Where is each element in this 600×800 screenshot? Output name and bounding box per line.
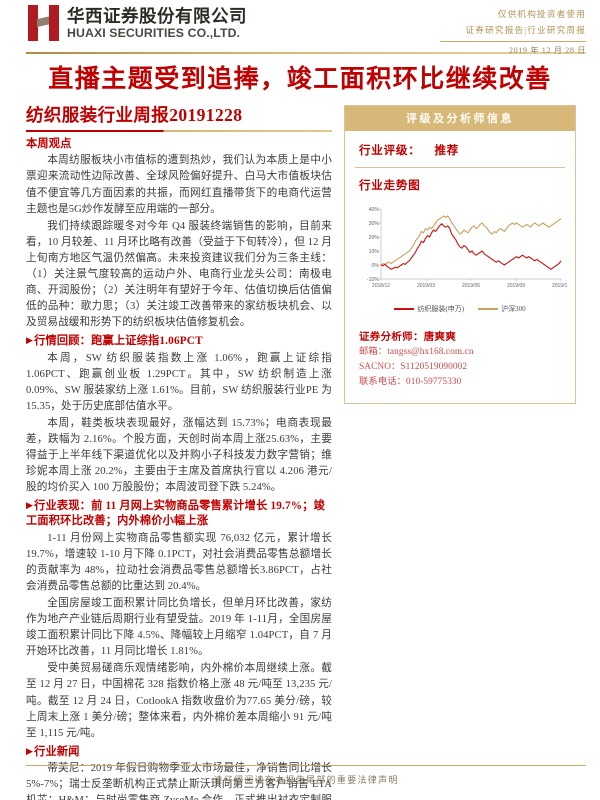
paragraph: 受中美贸易磋商乐观情绪影响，内外棉价本周继续上涨。截至 12 月 27 日，中国… (26, 663, 332, 739)
paragraph: 本周，鞋类板块表现最好，涨幅达到 15.73%；电商表现最差，跌幅为 2.16%… (26, 417, 332, 494)
series-line-hs300 (380, 215, 562, 266)
header-gold-bar (26, 52, 586, 54)
sidebar-column: 评级及分析师信息 行业评级： 推荐 行业走势图 40% 30% 20% 10% 0% -10… (344, 104, 576, 405)
paragraph: 本周，SW 纺织服装指数上涨 1.06%，跑赢上证综指1.06PCT、跑赢创业板… (26, 352, 332, 412)
panel-title: 评级及分析师信息 (345, 105, 575, 131)
section-heading-market-review: 行情回顾：跑赢上证综指1.06PCT (26, 334, 332, 349)
report-date: 2019 年 12 月 28 日 (508, 45, 586, 55)
chart-legend: 纺织服装(申万) 沪深300 (355, 304, 565, 314)
paragraph: 本周纺服板块小市值标的遭到热炒，我们认为本质上是中小票迎来流动性边际改善、全球风… (26, 155, 332, 215)
svg-text:-10%: -10% (367, 277, 379, 283)
legend-swatch-hs300 (478, 307, 499, 310)
section-heading-weekly-view: 本周观点 (26, 138, 72, 151)
legend-item-textile: 纺织服装(申万) (394, 304, 464, 314)
svg-text:2019/09: 2019/09 (507, 283, 525, 289)
page-header: 华西证券股份有限公司 HUAXI SECURITIES CO.,LTD. 仅供机… (0, 0, 600, 55)
section-heading-industry-news: 行业新闻 (26, 745, 332, 760)
y-axis-ticks: 40% 30% 20% 10% 0% -10% (367, 207, 381, 283)
analyst-email[interactable]: 邮箱：tangss@hx168.com.cn (359, 346, 474, 357)
chart-section-label: 行业走势图 (359, 179, 421, 192)
svg-text:2018/12: 2018/12 (372, 283, 390, 289)
analyst-info: 证券分析师：唐爽爽 邮箱：tangss@hx168.com.cn SACNO：S… (355, 314, 565, 396)
paragraph: 全国房屋竣工面积累计同比负增长，但单月环比改善，家纺作为地产产业链后周期行业有望… (26, 597, 332, 658)
rating-label: 行业评级： (359, 144, 421, 157)
svg-text:2019/03: 2019/03 (417, 283, 435, 289)
institutional-notice: 仅供机构投资者使用 (497, 9, 586, 19)
svg-text:0%: 0% (372, 263, 380, 269)
analyst-name: 证券分析师：唐爽爽 (359, 331, 457, 343)
section-heading-industry-performance: 行业表现：前 11 月网上实物商品零售累计增长 19.7%；竣工面积环比改善；内… (26, 499, 332, 529)
subtitle-rule (26, 129, 332, 133)
paragraph: 1-11 月份网上实物商品零售额实现 76,032 亿元，累计增长 19.7%，… (26, 532, 332, 592)
company-name-en: HUAXI SECURITIES CO.,LTD. (67, 26, 241, 41)
svg-text:2019/06: 2019/06 (462, 283, 480, 289)
svg-text:20%: 20% (369, 235, 380, 241)
legend-swatch-textile (394, 307, 415, 310)
footer-disclaimer: 请仔细阅读在本报告尾部的重要法律声明 (213, 775, 399, 785)
rating-value: 推荐 (434, 144, 460, 157)
industry-trend-chart: 40% 30% 20% 10% 0% -10% 2018/12 2019/03 2019/06… (355, 199, 567, 314)
footer-divider (26, 765, 586, 766)
industry-rating-row: 行业评级： 推荐 (355, 140, 565, 167)
legend-label-hs300: 沪深300 (501, 304, 526, 313)
huaxi-h-logo-icon (26, 3, 60, 43)
x-axis-ticks: 2018/12 2019/03 2019/06 2019/09 2019/12 (372, 278, 567, 289)
svg-text:10%: 10% (369, 249, 380, 255)
series-line-textile (380, 222, 562, 270)
company-brand: 华西证券股份有限公司 HUAXI SECURITIES CO.,LTD. (26, 3, 247, 43)
svg-text:30%: 30% (369, 221, 380, 227)
svg-text:2019/12: 2019/12 (552, 283, 567, 289)
paragraph: 我们持续跟踪暖冬对今年 Q4 服装终端销售的影响，目前来看，10 月较差、11 … (26, 220, 332, 329)
rating-analyst-panel: 评级及分析师信息 行业评级： 推荐 行业走势图 40% 30% 20% 10% 0% -10… (344, 104, 576, 405)
header-meta: 仅供机构投资者使用 证券研究报告|行业研究周报 2019 年 12 月 28 日 (440, 3, 586, 56)
main-column: 纺织服装行业周报20191228 本周观点 本周纺服板块小市值标的遭到热炒，我们… (26, 105, 332, 800)
legend-item-hs300: 沪深300 (478, 304, 526, 314)
analyst-phone[interactable]: 联系电话：010-59775330 (359, 376, 462, 387)
report-subtitle: 纺织服装行业周报20191228 (26, 104, 243, 125)
analyst-sac-number: SACNO：S1120519090002 (359, 361, 468, 372)
legend-label-textile: 纺织服装(申万) (417, 304, 465, 313)
paragraph: 蒂芙尼：2019 年假日购物季亚太市场最佳，净销售同比增长 5%-7%；瑞士反垄… (26, 762, 332, 800)
content-area: 纺织服装行业周报20191228 本周观点 本周纺服板块小市值标的遭到热炒，我们… (0, 99, 600, 800)
panel-divider (355, 166, 565, 168)
header-divider (440, 40, 586, 42)
svg-text:40%: 40% (369, 207, 380, 213)
page-footer: 请仔细阅读在本报告尾部的重要法律声明 (26, 765, 586, 786)
chart-svg: 40% 30% 20% 10% 0% -10% 2018/12 2019/03 2019/06… (367, 207, 567, 289)
panel-body: 行业评级： 推荐 行业走势图 40% 30% 20% 10% 0% -10% 2018/12… (345, 131, 575, 404)
report-type: 证券研究报告|行业研究周报 (465, 24, 586, 35)
page-title: 直播主题受到追捧，竣工面积环比继续改善 (48, 66, 552, 93)
company-name-cn: 华西证券股份有限公司 (67, 5, 247, 26)
